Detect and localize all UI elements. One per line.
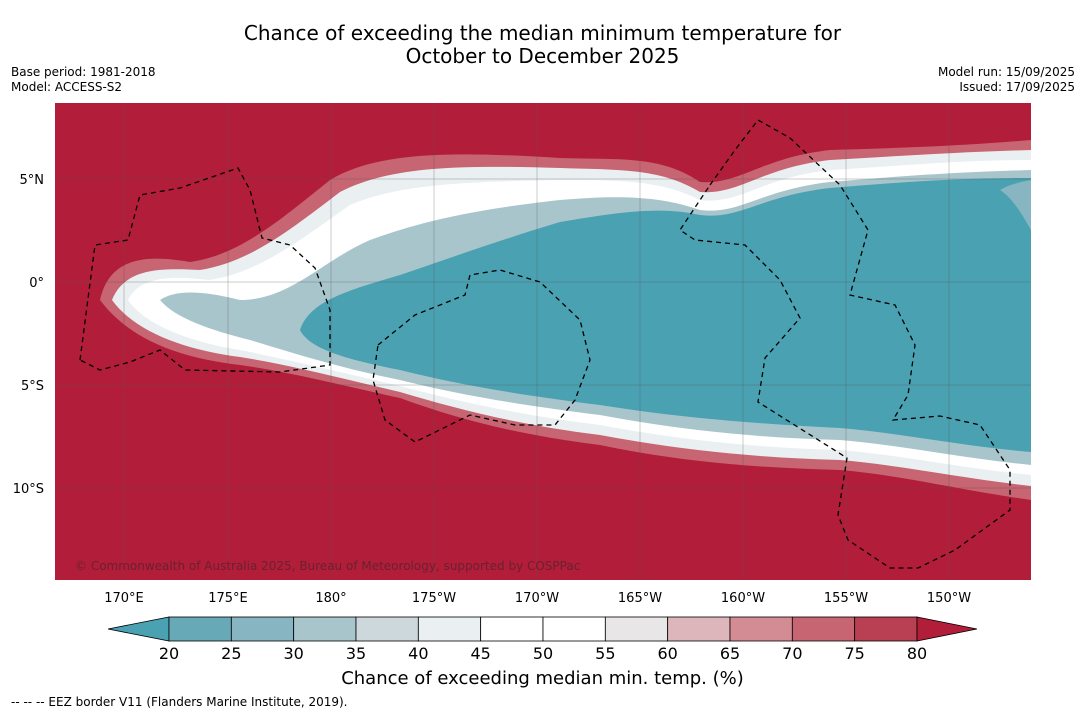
colorbar-segment xyxy=(667,616,731,642)
longitude-label: 170°W xyxy=(515,591,559,606)
longitude-label: 170°E xyxy=(104,591,144,606)
longitude-label: 175°E xyxy=(208,591,248,606)
title-line-1: Chance of exceeding the median minimum t… xyxy=(243,21,842,45)
colorbar-segment xyxy=(230,616,295,642)
longitude-label: 160°W xyxy=(721,591,765,606)
probability-field xyxy=(55,103,1031,580)
latitude-label: 5°N xyxy=(20,173,45,188)
colorbar-segment xyxy=(168,616,232,642)
colorbar-tick-label: 45 xyxy=(470,644,490,663)
colorbar-label: Chance of exceeding median min. temp. (%… xyxy=(341,668,744,689)
colorbar-tick-label: 65 xyxy=(720,644,740,663)
colorbar: 20 25 30 35 40 45 50 55 60 65 70 75 80 xyxy=(107,616,978,663)
colorbar-tick-label: 50 xyxy=(533,644,553,663)
longitude-label: 150°W xyxy=(927,591,971,606)
issued-date: Issued: 17/09/2025 xyxy=(959,80,1075,94)
contour-band-30-patch xyxy=(1000,180,1031,230)
eez-borders xyxy=(79,119,1011,569)
colorbar-segment xyxy=(355,616,419,642)
colorbar-extend-low xyxy=(107,616,170,642)
colorbar-segment xyxy=(791,616,856,642)
longitude-label: 180° xyxy=(315,591,346,606)
latitude-label: 10°S xyxy=(13,482,44,497)
title-line-2: October to December 2025 xyxy=(405,44,680,68)
colorbar-segment xyxy=(854,616,918,642)
contour-band-20 xyxy=(300,178,1031,452)
colorbar-segment xyxy=(417,616,482,642)
eez-border-kiribati-line xyxy=(679,119,1011,569)
longitude-label: 165°W xyxy=(618,591,662,606)
graticule xyxy=(55,103,1031,580)
colorbar-tick-label: 40 xyxy=(408,644,428,663)
colorbar-tick-label: 30 xyxy=(283,644,303,663)
colorbar-tick-label: 25 xyxy=(221,644,241,663)
colorbar-segment xyxy=(542,616,606,642)
meta-right: Model run: 15/09/2025 Issued: 17/09/2025 xyxy=(938,65,1075,95)
base-period: Base period: 1981-2018 xyxy=(11,65,156,79)
meta-left: Base period: 1981-2018 Model: ACCESS-S2 xyxy=(11,65,156,95)
copyright-text: © Commonwealth of Australia 2025, Bureau… xyxy=(75,559,580,573)
colorbar-segment xyxy=(293,616,357,642)
eez-legend-note: -- -- -- EEZ border V11 (Flanders Marine… xyxy=(11,695,348,709)
colorbar-segment xyxy=(480,616,544,642)
colorbar-tick-label: 20 xyxy=(159,644,179,663)
model-run: Model run: 15/09/2025 xyxy=(937,65,1075,79)
colorbar-tick-label: 75 xyxy=(844,644,864,663)
model-name: Model: ACCESS-S2 xyxy=(11,80,123,94)
longitude-labels: 170°E 175°E 180° 175°W 170°W 165°W 160°W 155°W 1… xyxy=(104,591,971,606)
longitude-label: 175°W xyxy=(412,591,456,606)
map-title: Chance of exceeding the median minimum t… xyxy=(0,22,1085,68)
latitude-label: 0° xyxy=(29,276,44,291)
latitude-label: 5°S xyxy=(21,379,44,394)
colorbar-segment xyxy=(729,616,793,642)
eez-border-kiribati-gilberts xyxy=(79,167,331,373)
colorbar-tick-label: 55 xyxy=(595,644,615,663)
eez-border-kiribati-phoenix xyxy=(372,269,591,443)
colorbar-tick-label: 35 xyxy=(346,644,366,663)
colorbar-tick-label: 80 xyxy=(907,644,927,663)
colorbar-tick-label: 60 xyxy=(657,644,677,663)
longitude-label: 155°W xyxy=(824,591,868,606)
colorbar-tick-label: 70 xyxy=(782,644,802,663)
latitude-labels: 5°N 0° 5°S 10°S xyxy=(13,173,44,497)
colorbar-extend-high xyxy=(916,616,978,642)
colorbar-segment xyxy=(604,616,669,642)
